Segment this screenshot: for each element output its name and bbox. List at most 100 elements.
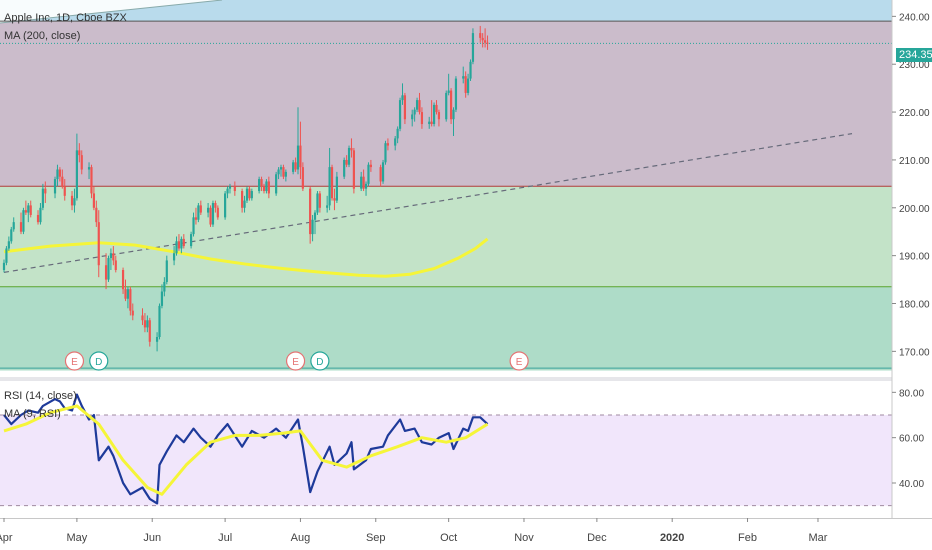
candle-body xyxy=(316,193,319,213)
marker-label: D xyxy=(316,357,323,368)
time-tick-label: Dec xyxy=(587,532,607,544)
candle-body xyxy=(262,186,266,192)
dividend-marker xyxy=(89,351,109,371)
earnings-marker xyxy=(509,351,529,371)
price-axis-panel xyxy=(892,0,932,550)
candle-body xyxy=(80,155,83,170)
candle-body xyxy=(44,188,47,194)
top-wedge-edge xyxy=(0,0,223,24)
candle-body xyxy=(394,138,397,146)
candle-body xyxy=(326,205,329,208)
candle-body xyxy=(279,167,283,170)
candle-body xyxy=(347,147,351,165)
candle-body xyxy=(367,164,370,184)
candle-body xyxy=(131,310,134,316)
rsi-pane[interactable] xyxy=(0,381,892,518)
zone-3 xyxy=(0,286,892,371)
candle-body xyxy=(41,188,44,208)
time-axis-panel xyxy=(0,518,932,550)
candle-body xyxy=(216,207,219,218)
time-tick-label: Mar xyxy=(809,532,828,544)
candle-body xyxy=(73,198,76,206)
candle-body xyxy=(58,169,61,177)
ma-legend-label: MA (200, close) xyxy=(4,30,81,42)
candle-body xyxy=(328,167,331,206)
candle-body xyxy=(258,179,261,192)
candle-body xyxy=(379,167,382,182)
zone-0 xyxy=(0,0,892,22)
marker-label: D xyxy=(95,357,102,368)
candle-body xyxy=(282,167,285,177)
candle-body xyxy=(165,260,168,282)
time-tick-label: Oct xyxy=(440,532,457,544)
price-tick-label: 230.00 xyxy=(899,60,930,71)
candle-body xyxy=(19,222,23,232)
ma200-line xyxy=(3,237,489,278)
price-tick-label: 190.00 xyxy=(899,252,930,263)
candle-body xyxy=(177,241,181,249)
candle-body xyxy=(92,193,96,208)
candle-body xyxy=(107,258,110,280)
candle-body xyxy=(318,193,321,208)
pane-separator xyxy=(0,377,932,381)
candle-body xyxy=(411,114,414,120)
candle-body xyxy=(95,207,98,223)
candle-body xyxy=(97,222,100,266)
candle-body xyxy=(267,181,270,194)
candle-body xyxy=(313,212,317,220)
candle-body xyxy=(112,253,115,261)
candle-body xyxy=(301,167,304,189)
candle-body xyxy=(292,162,295,172)
candle-body xyxy=(104,265,108,280)
rsi-tick-label: 80.00 xyxy=(899,388,924,399)
marker-label: E xyxy=(292,357,299,368)
candle-body xyxy=(352,150,355,189)
candle-body xyxy=(7,241,10,249)
rsi-tick-label: 60.00 xyxy=(899,434,924,445)
candle-body xyxy=(284,171,287,177)
candle-body xyxy=(90,167,93,194)
candle-body xyxy=(275,174,278,194)
rsi-tick-label: 40.00 xyxy=(899,479,924,490)
time-tick-label: Jun xyxy=(143,532,161,544)
candle-body xyxy=(430,121,433,125)
candle-body xyxy=(172,253,176,261)
marker-label: E xyxy=(71,357,78,368)
candle-body xyxy=(56,169,59,180)
candle-body xyxy=(245,188,249,201)
candle-body xyxy=(484,40,487,43)
candle-body xyxy=(296,145,300,170)
candle-body xyxy=(398,100,402,129)
candle-body xyxy=(207,207,210,213)
candle-body xyxy=(141,315,144,321)
candle-body xyxy=(10,229,13,242)
dividend-marker xyxy=(310,351,330,371)
candle-body xyxy=(87,167,91,170)
candle-body xyxy=(350,147,353,151)
candle-body xyxy=(445,92,448,120)
candle-body xyxy=(5,248,8,263)
time-tick-label: Feb xyxy=(738,532,757,544)
candle-body xyxy=(435,104,438,113)
candle-body xyxy=(214,203,217,208)
candle-body xyxy=(386,143,390,146)
candle-body xyxy=(345,159,348,165)
time-tick-label: 2020 xyxy=(660,532,684,544)
candle-body xyxy=(121,270,125,290)
price-tick-label: 200.00 xyxy=(899,204,930,215)
candle-body xyxy=(432,104,436,125)
candle-body xyxy=(233,186,236,192)
candle-body xyxy=(180,238,183,249)
candle-body xyxy=(469,61,472,79)
candle-body xyxy=(175,241,178,254)
candle-body xyxy=(39,207,42,223)
candle-body xyxy=(27,205,30,213)
rsi-ma-line xyxy=(3,404,489,496)
candle-body xyxy=(197,205,200,220)
candle-body xyxy=(241,191,244,208)
candle-body xyxy=(224,193,227,218)
candle-body xyxy=(129,289,132,311)
